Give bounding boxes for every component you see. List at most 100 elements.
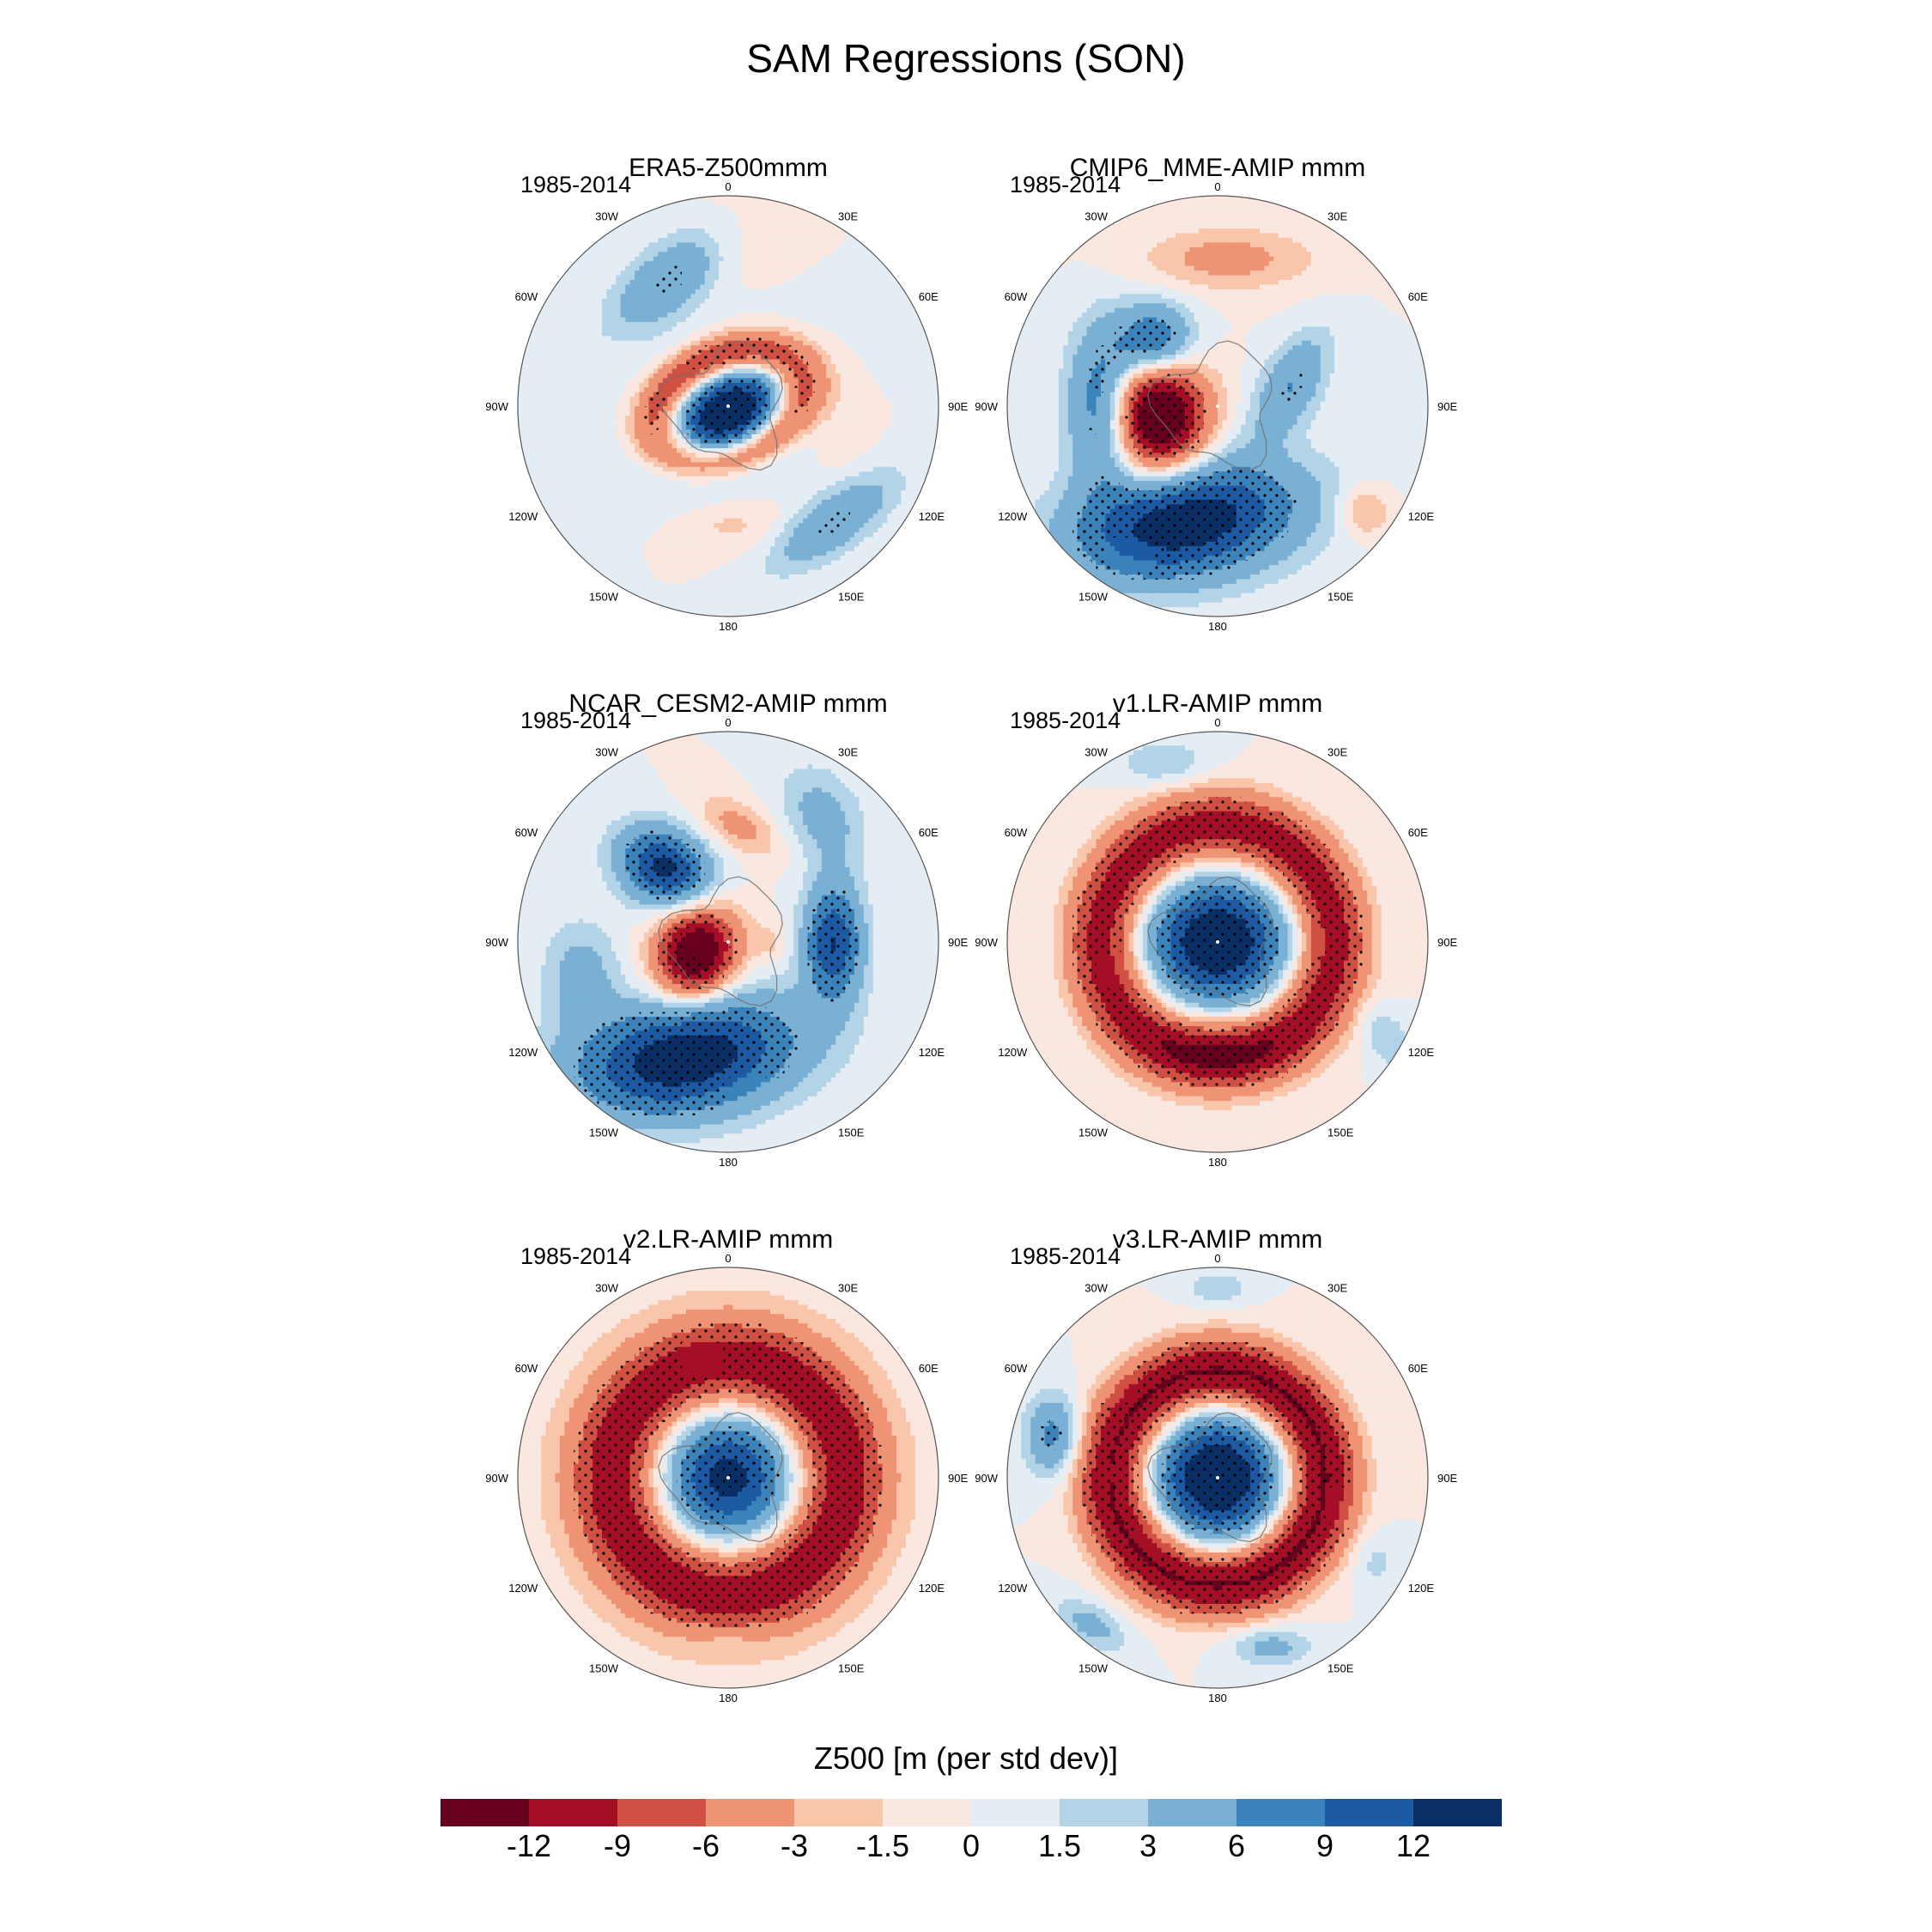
longitude-label: 30W [595, 210, 618, 222]
colorbar-box [1325, 1799, 1413, 1826]
longitude-label: 90E [948, 936, 968, 949]
longitude-label: 30W [1084, 745, 1108, 758]
contour-field [518, 732, 939, 1152]
coastline [658, 876, 783, 1007]
colorbar-tick-label: 1.5 [1038, 1828, 1081, 1863]
colorbar-box [1413, 1799, 1502, 1826]
coastline [1147, 340, 1273, 471]
stippling [574, 829, 860, 1115]
longitude-label: 150E [838, 1662, 865, 1675]
map-border [1006, 1267, 1429, 1689]
colorbar-tick-label: -1.5 [856, 1828, 909, 1863]
map-border [517, 1267, 939, 1689]
contour-field [518, 196, 939, 617]
colorbar-tick-label: 6 [1228, 1828, 1245, 1863]
longitude-label: 30W [595, 745, 618, 758]
colorbar-box [529, 1799, 617, 1826]
longitude-label: 0 [1214, 716, 1220, 729]
longitude-label: 180 [1208, 1692, 1227, 1704]
longitude-label: 120E [919, 510, 945, 523]
contour-field [518, 1267, 939, 1688]
longitude-label: 120E [919, 1046, 945, 1059]
longitude-label: 90W [975, 1472, 998, 1485]
panel-title: ERA5-Z500mmm [629, 154, 828, 182]
colorbar-box [1060, 1799, 1148, 1826]
longitude-label: 150W [589, 591, 619, 604]
stippling [1072, 317, 1303, 580]
panel-title: CMIP6_MME-AMIP mmm [1070, 154, 1365, 182]
panel-title: v3.LR-AMIP mmm [1113, 1225, 1322, 1254]
panel-title: v2.LR-AMIP mmm [623, 1225, 833, 1254]
colorbar-box [794, 1799, 883, 1826]
colorbar-tick-label: -9 [604, 1828, 631, 1863]
longitude-label: 90E [1437, 400, 1457, 413]
longitude-label: 150W [589, 1127, 619, 1139]
longitude-label: 180 [1208, 620, 1227, 633]
coastline [1147, 876, 1273, 1007]
longitude-label: 120W [508, 1046, 538, 1059]
longitude-label: 90W [485, 400, 508, 413]
longitude-label: 60W [515, 826, 538, 839]
longitude-label: 30E [838, 1281, 858, 1294]
colorbar-box [440, 1799, 529, 1826]
longitude-label: 120E [1408, 1046, 1435, 1059]
panel-period: 1985-2014 [1010, 172, 1121, 197]
longitude-label: 120E [1408, 510, 1435, 523]
longitude-label: 60E [919, 826, 939, 839]
panel-period: 1985-2014 [520, 1243, 631, 1269]
longitude-label: 30W [595, 1281, 618, 1294]
longitude-label: 0 [725, 1252, 731, 1265]
coastline [658, 1412, 783, 1543]
longitude-label: 0 [725, 716, 731, 729]
longitude-label: 150W [1078, 1662, 1109, 1675]
colorbar-tick-label: 12 [1396, 1828, 1431, 1863]
colorbar: Z500 [m (per std dev)] -12 -9 -6 -3 -1.5 0 1.5… [440, 1741, 1502, 1863]
panel-title: NCAR_CESM2-AMIP mmm [568, 690, 887, 718]
figure-title: SAM Regressions (SON) [746, 36, 1185, 81]
longitude-label: 0 [725, 180, 731, 193]
longitude-label: 150E [1327, 1662, 1354, 1675]
longitude-label: 120W [998, 1582, 1028, 1595]
longitude-label: 120W [508, 1582, 538, 1595]
colorbar-box [971, 1799, 1060, 1826]
longitude-label: 150E [1327, 1127, 1354, 1139]
panel-period: 1985-2014 [1010, 708, 1121, 733]
contour-field [1007, 196, 1428, 617]
longitude-label: 30E [838, 745, 858, 758]
longitude-label: 150W [1078, 1127, 1109, 1139]
longitude-label: 150E [838, 1127, 865, 1139]
colorbar-box [617, 1799, 706, 1826]
colorbar-tick-label: 3 [1139, 1828, 1157, 1863]
longitude-label: 150E [1327, 591, 1354, 604]
colorbar-box [883, 1799, 971, 1826]
longitude-label: 30W [1084, 1281, 1108, 1294]
longitude-label: 120E [1408, 1582, 1435, 1595]
longitude-label: 120W [998, 510, 1028, 523]
panel-period: 1985-2014 [520, 172, 631, 197]
colorbar-title: Z500 [m (per std dev)] [814, 1741, 1118, 1776]
longitude-label: 90E [948, 1472, 968, 1485]
colorbar-box [706, 1799, 794, 1826]
map-border [517, 195, 939, 617]
longitude-label: 90W [975, 936, 998, 949]
colorbar-tick-label: 0 [963, 1828, 980, 1863]
longitude-label: 0 [1214, 1252, 1220, 1265]
map-border [1006, 195, 1429, 617]
longitude-label: 30E [838, 210, 858, 222]
longitude-label: 180 [719, 620, 738, 633]
coastline [1147, 1412, 1273, 1543]
longitude-label: 60W [1005, 826, 1028, 839]
contour-field [1007, 732, 1428, 1152]
longitude-label: 30E [1327, 745, 1347, 758]
colorbar-box [1236, 1799, 1325, 1826]
longitude-label: 120W [508, 510, 538, 523]
stippling [1072, 797, 1364, 1088]
colorbar-tick-label: -12 [507, 1828, 551, 1863]
longitude-label: 180 [719, 1692, 738, 1704]
longitude-label: 150E [838, 591, 865, 604]
longitude-label: 90W [485, 936, 508, 949]
